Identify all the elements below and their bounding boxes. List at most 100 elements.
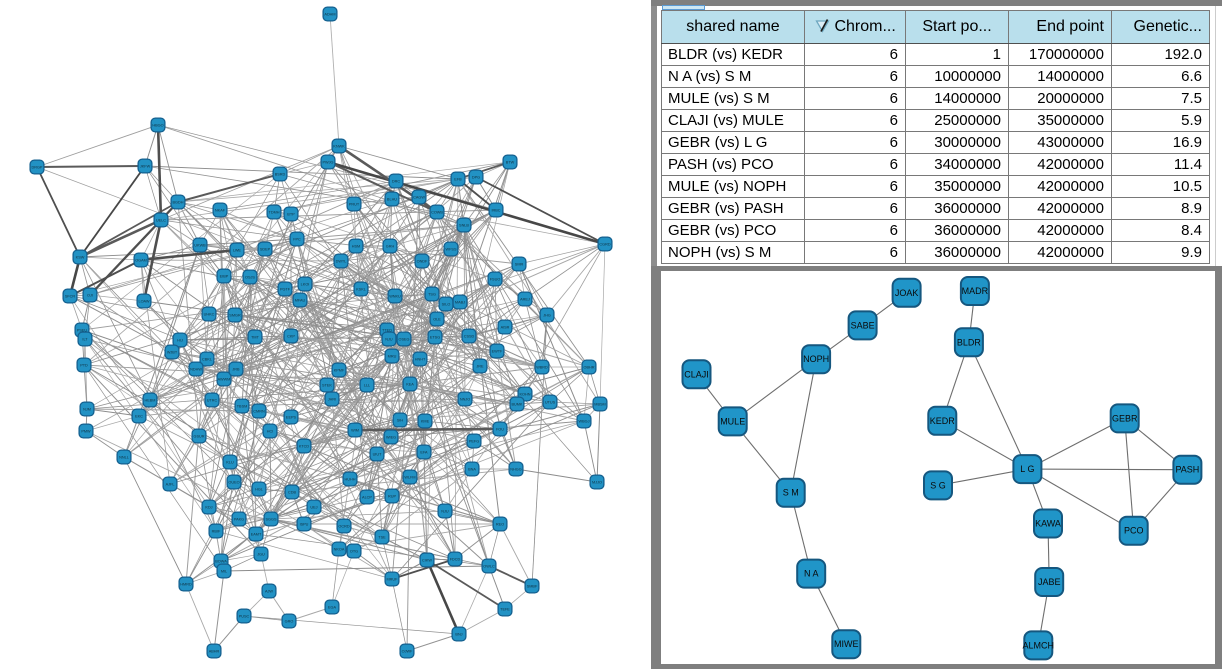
- svg-text:OSEG: OSEG: [399, 338, 410, 342]
- svg-text:L G: L G: [1020, 464, 1034, 474]
- svg-text:TMT: TMT: [251, 336, 259, 340]
- svg-text:ISPU: ISPU: [300, 523, 309, 527]
- svg-text:HBGO: HBGO: [152, 124, 163, 128]
- svg-text:EFA: EFA: [420, 451, 428, 455]
- svg-text:ALMCH: ALMCH: [1023, 640, 1055, 650]
- svg-text:KME: KME: [421, 420, 430, 424]
- svg-text:AJFL: AJFL: [166, 483, 175, 487]
- svg-text:WIEG: WIEG: [386, 436, 396, 440]
- svg-text:PEFG: PEFG: [469, 440, 479, 444]
- svg-text:PGTF: PGTF: [280, 288, 291, 292]
- svg-text:JRE: JRE: [476, 365, 484, 369]
- svg-text:MIWE: MIWE: [834, 639, 859, 649]
- svg-text:STEK: STEK: [322, 384, 332, 388]
- svg-text:FSUO: FSUO: [490, 278, 501, 282]
- svg-text:GRO: GRO: [285, 620, 294, 624]
- svg-text:KLU: KLU: [226, 461, 234, 465]
- svg-text:JHG: JHG: [543, 314, 551, 318]
- svg-text:TDMH: TDMH: [269, 211, 280, 215]
- svg-text:REO: REO: [496, 523, 504, 527]
- svg-text:NOPH: NOPH: [803, 354, 829, 364]
- svg-text:NNLL: NNLL: [119, 456, 129, 460]
- svg-text:NDHW: NDHW: [190, 368, 202, 372]
- svg-text:KPMF: KPMF: [334, 369, 345, 373]
- svg-text:S G: S G: [930, 480, 946, 490]
- svg-text:MADR: MADR: [962, 286, 989, 296]
- svg-text:OWLC: OWLC: [483, 565, 495, 569]
- svg-text:EFB: EFB: [454, 178, 462, 182]
- svg-text:BNJ: BNJ: [455, 633, 462, 637]
- svg-text:HIJ: HIJ: [177, 339, 183, 343]
- svg-text:WFSS: WFSS: [446, 248, 457, 252]
- svg-text:PCO: PCO: [1124, 526, 1144, 536]
- svg-text:SABE: SABE: [851, 320, 875, 330]
- svg-text:TTED: TTED: [382, 329, 392, 333]
- svg-text:JOAK: JOAK: [895, 288, 919, 298]
- svg-text:FOU: FOU: [496, 428, 504, 432]
- svg-text:COWB: COWB: [431, 211, 443, 215]
- svg-text:NNJO: NNJO: [460, 398, 470, 402]
- svg-text:UTRC: UTRC: [207, 399, 218, 403]
- svg-text:CLAJI: CLAJI: [684, 369, 709, 379]
- svg-text:HEBM: HEBM: [145, 399, 156, 403]
- svg-text:EWTF: EWTF: [492, 350, 503, 354]
- svg-text:RBIF: RBIF: [212, 530, 221, 534]
- svg-text:BGDH: BGDH: [173, 201, 184, 205]
- svg-text:NJU: NJU: [385, 338, 393, 342]
- svg-text:UHKC: UHKC: [204, 313, 215, 317]
- svg-text:GRH: GRH: [386, 245, 395, 249]
- svg-text:KSW: KSW: [76, 256, 85, 260]
- svg-text:KDJ: KDJ: [205, 506, 212, 510]
- svg-text:CIKW: CIKW: [422, 559, 432, 563]
- svg-text:PASH: PASH: [1175, 465, 1199, 475]
- svg-text:SDEP: SDEP: [260, 248, 271, 252]
- svg-text:HUHH: HUHH: [345, 478, 356, 482]
- svg-text:OGAM: OGAM: [135, 259, 147, 263]
- svg-text:SMR: SMR: [515, 263, 524, 267]
- svg-text:KOHN: KOHN: [520, 393, 531, 397]
- svg-text:OJWF: OJWF: [402, 650, 413, 654]
- svg-text:PTD: PTD: [80, 364, 88, 368]
- svg-text:MIL: MIL: [221, 570, 227, 574]
- svg-text:OBHR: OBHR: [584, 366, 595, 370]
- svg-text:JGU: JGU: [257, 553, 265, 557]
- svg-text:SMBF: SMBF: [527, 585, 538, 589]
- svg-text:DRC: DRC: [392, 180, 400, 184]
- svg-text:JRB: JRB: [232, 368, 240, 372]
- svg-text:SILO: SILO: [442, 303, 451, 307]
- svg-text:SFCR: SFCR: [65, 295, 76, 299]
- svg-text:NJU: NJU: [441, 510, 449, 514]
- svg-text:UELC: UELC: [156, 219, 166, 223]
- svg-text:KTCD: KTCD: [299, 445, 310, 449]
- svg-text:EKC: EKC: [135, 415, 143, 419]
- svg-text:NKAF: NKAF: [215, 209, 226, 213]
- svg-text:WBGJ: WBGJ: [579, 420, 590, 424]
- svg-text:KEA: KEA: [406, 383, 414, 387]
- svg-text:SNLB: SNLB: [459, 224, 469, 228]
- svg-text:GSUR: GSUR: [194, 435, 205, 439]
- svg-text:NHGG: NHGG: [510, 468, 521, 472]
- svg-text:RUP: RUP: [388, 495, 396, 499]
- svg-text:HSM: HSM: [352, 245, 360, 249]
- svg-text:AWWM: AWWM: [218, 378, 231, 382]
- svg-text:KSKL: KSKL: [356, 288, 366, 292]
- svg-text:CKP: CKP: [287, 335, 295, 339]
- svg-text:ABHR: ABHR: [209, 650, 220, 654]
- svg-text:OUEO: OUEO: [228, 481, 239, 485]
- svg-text:JHRI: JHRI: [328, 398, 336, 402]
- svg-text:LKOI: LKOI: [301, 283, 310, 287]
- svg-text:ALCP: ALCP: [362, 496, 372, 500]
- svg-text:PRUT: PRUT: [349, 203, 360, 207]
- svg-text:PSEU: PSEU: [77, 329, 88, 333]
- svg-text:OJI: OJI: [87, 294, 93, 298]
- svg-text:AISR: AISR: [501, 326, 510, 330]
- svg-text:UIUT: UIUT: [373, 453, 383, 457]
- svg-text:LWE: LWE: [233, 249, 241, 253]
- svg-text:UTUS: UTUS: [545, 401, 556, 405]
- svg-text:PWJG: PWJG: [323, 161, 334, 165]
- svg-text:S M: S M: [783, 488, 799, 498]
- svg-text:HCI: HCI: [267, 430, 274, 434]
- svg-text:CGRD: CGRD: [599, 243, 610, 247]
- svg-text:MJJO: MJJO: [592, 481, 602, 485]
- svg-text:ADHM: ADHM: [324, 13, 335, 17]
